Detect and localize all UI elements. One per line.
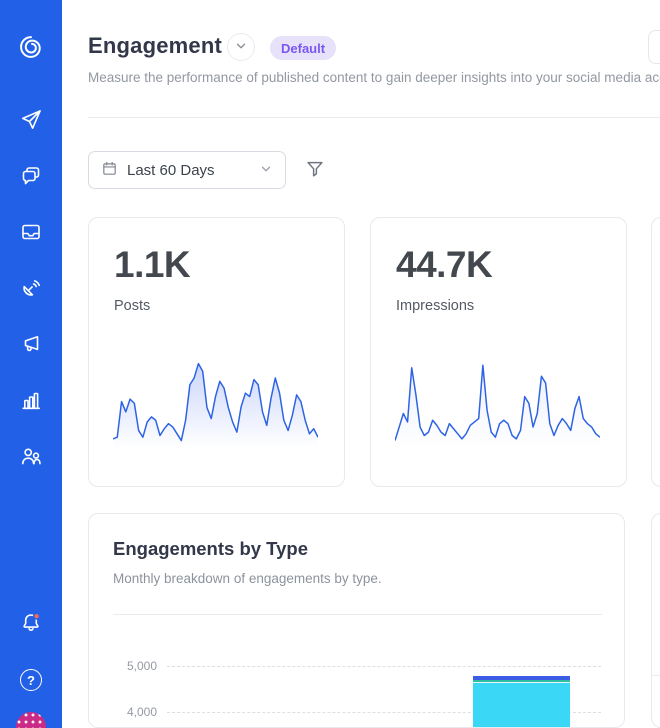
stacked-bar	[473, 675, 570, 727]
sidebar-item-publish[interactable]	[19, 108, 43, 132]
sidebar: ?	[0, 0, 62, 728]
bottom-right-cutoff-card	[651, 513, 660, 728]
bell-icon	[19, 611, 43, 635]
impressions-label: Impressions	[396, 298, 475, 314]
posts-sparkline-chart	[113, 354, 318, 448]
stacked-bars	[89, 514, 624, 727]
satellite-dish-icon	[19, 276, 43, 300]
calendar-icon	[101, 160, 118, 180]
gridline-4000	[167, 712, 601, 713]
y-tick-4000: 4,000	[126, 705, 157, 719]
metric-card-cutoff	[651, 217, 660, 487]
bar-chart-icon	[19, 388, 43, 412]
notification-dot	[33, 612, 41, 620]
app-logo[interactable]	[17, 33, 45, 61]
sidebar-item-notifications[interactable]	[19, 611, 43, 635]
y-tick-5000: 5,000	[126, 659, 157, 673]
date-range-value: Last 60 Days	[127, 161, 215, 179]
card-divider	[113, 614, 602, 615]
engagements-chart-title: Engagements by Type	[113, 538, 308, 559]
gridline-5000	[167, 666, 601, 667]
impressions-sparkline-chart	[395, 354, 600, 448]
question-mark-icon: ?	[27, 672, 35, 688]
chat-bubbles-icon	[19, 164, 43, 188]
top-right-cutoff-button[interactable]	[648, 30, 660, 64]
engagements-by-type-card: Engagements by Type Monthly breakdown of…	[88, 513, 625, 728]
paper-plane-icon	[19, 108, 43, 132]
sidebar-item-inbox[interactable]	[19, 220, 43, 244]
page-title: Engagement	[88, 33, 223, 58]
metric-card-impressions: 44.7K Impressions	[370, 217, 627, 487]
people-icon	[19, 444, 43, 468]
date-range-select[interactable]: Last 60 Days	[88, 151, 286, 189]
dashboard-switcher-button[interactable]	[227, 33, 255, 61]
megaphone-icon	[19, 332, 43, 356]
funnel-icon	[304, 161, 326, 183]
chevron-down-icon	[259, 162, 273, 179]
header-divider	[88, 117, 660, 118]
impressions-value: 44.7K	[396, 244, 493, 285]
sidebar-item-listening[interactable]	[19, 276, 43, 300]
user-avatar[interactable]	[16, 712, 46, 728]
sidebar-item-help[interactable]: ?	[20, 669, 42, 691]
posts-value: 1.1K	[114, 244, 191, 285]
page-subtitle: Measure the performance of published con…	[88, 70, 660, 85]
sidebar-item-conversations[interactable]	[19, 164, 43, 188]
sidebar-item-analytics[interactable]	[19, 388, 43, 412]
sidebar-item-community[interactable]	[19, 444, 43, 468]
inbox-icon	[19, 220, 43, 244]
default-badge: Default	[270, 36, 337, 60]
spiral-logo-icon	[17, 33, 45, 61]
posts-label: Posts	[114, 298, 151, 314]
filter-button[interactable]	[302, 158, 328, 182]
metric-card-posts: 1.1K Posts	[88, 217, 345, 487]
chevron-down-icon	[234, 39, 248, 56]
sidebar-item-advertising[interactable]	[19, 332, 43, 356]
card-divider	[652, 675, 660, 676]
engagements-chart-subtitle: Monthly breakdown of engagements by type…	[113, 571, 382, 586]
